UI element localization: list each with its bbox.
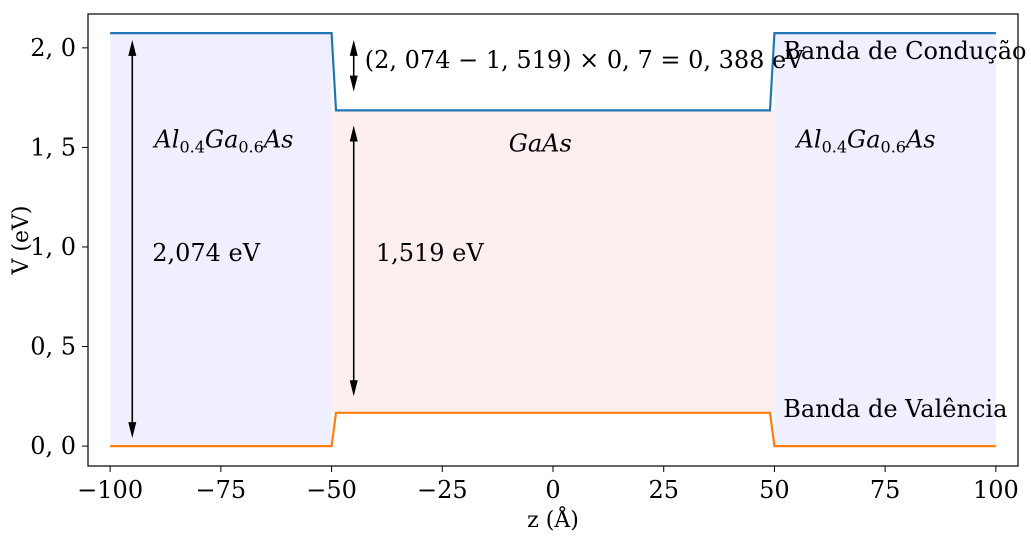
gap-algaas-label: 2,074 eV (152, 239, 261, 267)
double-arrow-2 (349, 39, 358, 92)
x-axis-label: z (Å) (527, 505, 579, 533)
arrow-head-up (349, 39, 358, 56)
y-tick-label: 0, 5 (30, 333, 76, 361)
double-arrow-1 (349, 125, 358, 397)
x-tick-label: −50 (306, 476, 357, 504)
gaas-label: GaAs (509, 129, 572, 157)
valence-band-line (110, 411, 996, 448)
y-tick-label: 1, 0 (30, 233, 76, 261)
annotations-layer: (2, 074 − 1, 519) × 0, 7 = 0, 388 eVBand… (152, 37, 1026, 423)
ticks-layer: −100 −75 −50 −25 0 25 50 75 100 0, 0 0, 5 1, 0 1, 5 2… (30, 34, 1019, 504)
x-tick-label: 0 (545, 476, 560, 504)
regions-layer (110, 33, 996, 447)
y-tick-label: 1, 5 (30, 133, 76, 161)
y-tick-label: 0, 0 (30, 432, 76, 460)
formula: (2, 074 − 1, 519) × 0, 7 = 0, 388 eV (365, 46, 804, 74)
shaded-region-1 (331, 110, 775, 413)
algaas-right-label: Al0.4Ga0.6As (795, 125, 936, 156)
double-arrow-0 (128, 39, 137, 439)
arrow-head-up (349, 125, 358, 142)
x-tick-label: −25 (417, 476, 468, 504)
arrow-head-up (128, 39, 137, 56)
series-layer (110, 32, 996, 448)
y-tick-label: 2, 0 (30, 34, 76, 62)
arrow-head-down (128, 422, 137, 439)
x-tick-label: 75 (870, 476, 901, 504)
x-tick-label: 25 (648, 476, 679, 504)
gap-gaas-label: 1,519 eV (376, 239, 485, 267)
x-tick-label: 100 (973, 476, 1019, 504)
conduction-band-line (110, 32, 996, 112)
x-tick-label: −75 (196, 476, 247, 504)
y-axis-label: V (eV) (9, 206, 34, 276)
arrows-layer (128, 39, 358, 439)
shaded-region-0 (110, 33, 332, 447)
x-tick-label: 50 (759, 476, 790, 504)
arrow-head-down (349, 380, 358, 397)
conduction-label: Banda de Condução (783, 37, 1026, 65)
arrow-head-down (349, 75, 358, 92)
valence-label: Banda de Valência (783, 395, 1007, 423)
shaded-region-2 (774, 33, 996, 447)
x-tick-label: −100 (77, 476, 143, 504)
algaas-left-label: Al0.4Ga0.6As (152, 125, 293, 156)
